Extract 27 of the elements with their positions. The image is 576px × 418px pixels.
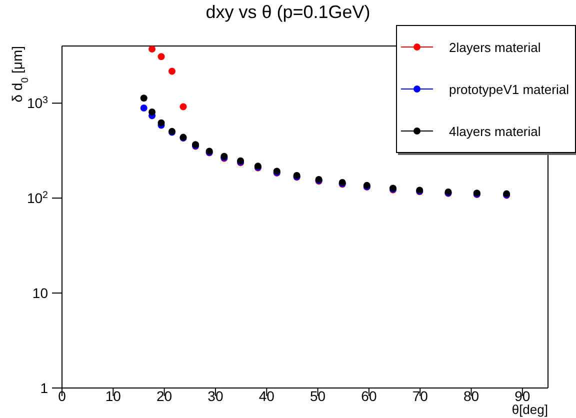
x-tick-label: 60 [361,388,377,404]
y-tick-label: 10$^{2}$ [26,190,48,206]
x-tick-label: 40 [258,388,275,404]
x-axis-title: θ[deg] [512,402,548,417]
legend-label: 2layers material [449,40,541,54]
y-tick-label: 10 [32,285,48,302]
chart-title: dxy vs θ (p=0.1GeV) [204,2,372,23]
y-tick-label: 1 [40,380,48,396]
x-tick-label: 70 [412,388,428,404]
legend-label: 4layers material [449,124,541,138]
point [168,68,176,75]
x-tick-label: 20 [156,388,172,404]
point [148,108,156,116]
point [158,53,165,60]
x-tick-label: 50 [310,388,326,404]
legend-label: prototypeV1 material [449,82,569,96]
point [158,119,165,126]
y-tick-label: 10$^{3}$ [26,94,49,112]
point [140,104,148,112]
x-tick-label: 30 [208,388,224,404]
point [148,46,156,52]
point [140,94,148,102]
x-tick-label: 90 [514,388,530,404]
x-tick-label: 0 [58,388,66,404]
x-tick-label: 10 [105,388,122,404]
x-tick-label: 80 [463,388,480,404]
point [180,103,187,110]
